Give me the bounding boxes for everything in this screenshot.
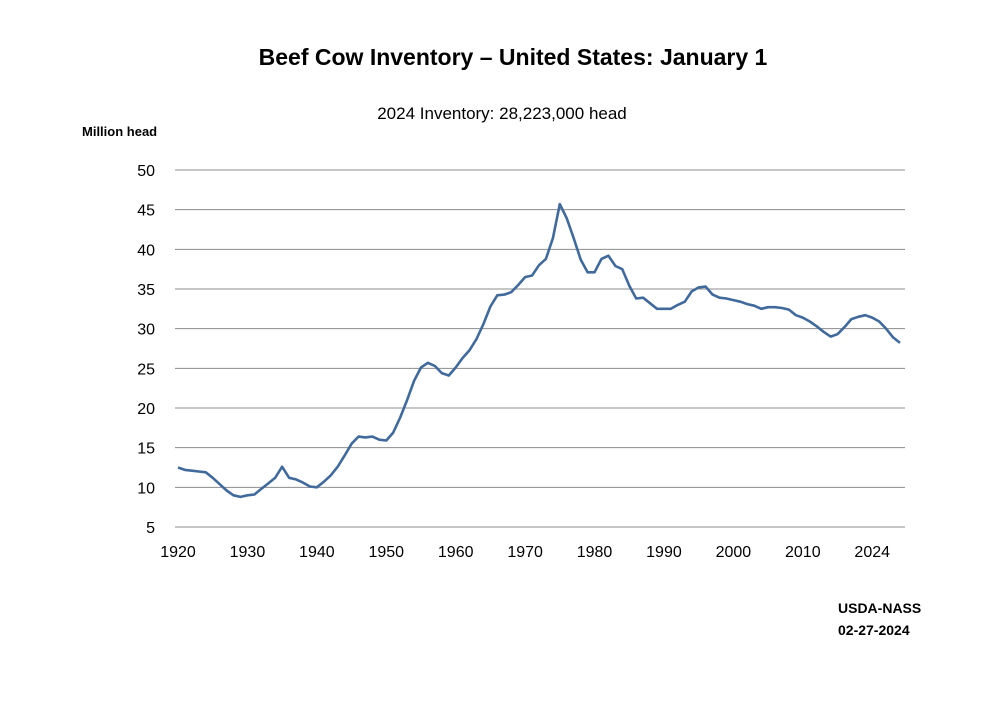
y-tick-label: 10 bbox=[137, 480, 155, 497]
x-tick-label: 2010 bbox=[785, 544, 821, 561]
y-axis-label: Million head bbox=[82, 124, 158, 139]
x-tick-label: 2000 bbox=[716, 544, 752, 561]
series-line bbox=[177, 202, 901, 499]
x-tick-label: 1940 bbox=[299, 544, 335, 561]
y-tick-label: 20 bbox=[137, 401, 155, 418]
source-agency: USDA-NASS bbox=[838, 600, 922, 616]
x-tick-label: 2024 bbox=[854, 544, 890, 561]
x-tick-label: 1980 bbox=[577, 544, 613, 561]
x-tick-label: 1990 bbox=[646, 544, 682, 561]
x-tick-label: 1920 bbox=[160, 544, 196, 561]
chart-subtitle: 2024 Inventory: 28,223,000 head bbox=[377, 104, 627, 123]
y-tick-label: 30 bbox=[137, 322, 155, 339]
x-tick-label: 1970 bbox=[507, 544, 543, 561]
y-tick-label: 5 bbox=[146, 520, 155, 537]
y-tick-label: 35 bbox=[137, 282, 155, 299]
chart-title: Beef Cow Inventory – United States: Janu… bbox=[258, 44, 768, 70]
x-tick-label: 1960 bbox=[438, 544, 474, 561]
source-note: USDA-NASS 02-27-2024 bbox=[838, 597, 921, 641]
y-tick-label: 15 bbox=[137, 441, 155, 458]
x-tick-label: 1930 bbox=[230, 544, 266, 561]
y-tick-label: 45 bbox=[137, 203, 155, 220]
x-tick-label: 1950 bbox=[368, 544, 404, 561]
source-date: 02-27-2024 bbox=[838, 622, 910, 638]
y-tick-label: 50 bbox=[137, 163, 155, 180]
y-tick-label: 25 bbox=[137, 361, 155, 378]
y-tick-label: 40 bbox=[137, 242, 155, 259]
